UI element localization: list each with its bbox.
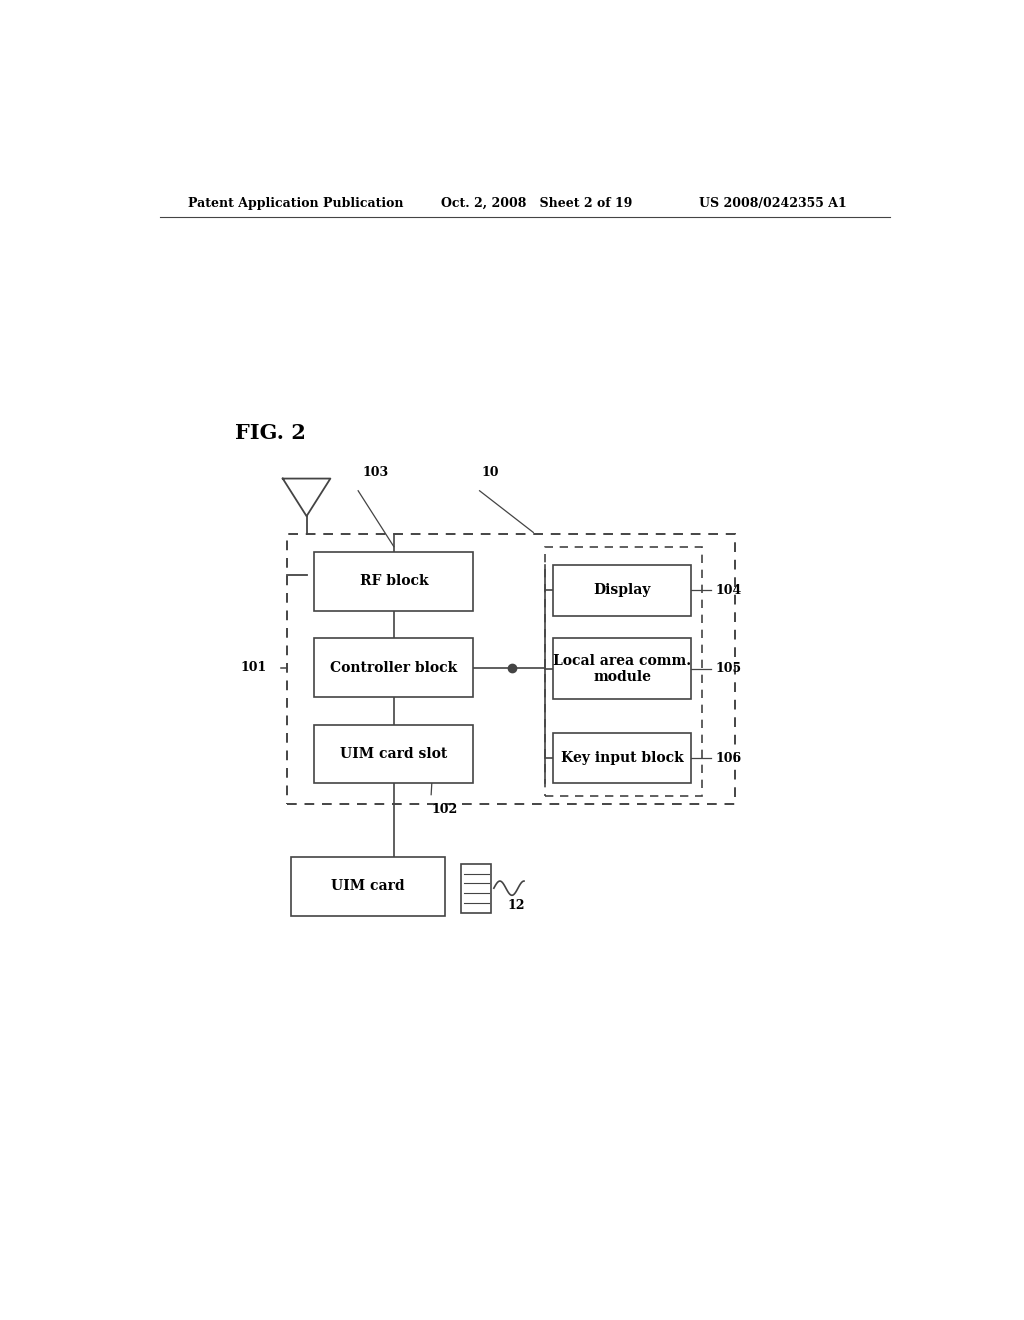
Text: Display: Display bbox=[593, 583, 651, 598]
Text: Key input block: Key input block bbox=[561, 751, 683, 766]
Text: 103: 103 bbox=[362, 466, 388, 479]
Text: UIM card slot: UIM card slot bbox=[340, 747, 447, 762]
Bar bbox=[553, 638, 691, 700]
Text: UIM card: UIM card bbox=[331, 879, 404, 894]
Bar bbox=[314, 552, 473, 611]
Text: Local area comm.
module: Local area comm. module bbox=[553, 653, 691, 684]
Bar bbox=[287, 535, 735, 804]
Text: Patent Application Publication: Patent Application Publication bbox=[187, 197, 403, 210]
Text: US 2008/0242355 A1: US 2008/0242355 A1 bbox=[699, 197, 847, 210]
Text: 105: 105 bbox=[715, 663, 741, 675]
Bar bbox=[553, 733, 691, 784]
Text: RF block: RF block bbox=[359, 574, 428, 589]
Text: FIG. 2: FIG. 2 bbox=[236, 422, 306, 442]
Text: 10: 10 bbox=[481, 466, 499, 479]
Bar bbox=[314, 725, 473, 784]
Bar bbox=[291, 857, 445, 916]
Text: 12: 12 bbox=[507, 899, 525, 912]
Text: Controller block: Controller block bbox=[330, 660, 458, 675]
Text: 101: 101 bbox=[241, 661, 267, 675]
Bar bbox=[461, 863, 492, 912]
Bar bbox=[553, 565, 691, 615]
Text: 106: 106 bbox=[715, 751, 741, 764]
Text: Oct. 2, 2008   Sheet 2 of 19: Oct. 2, 2008 Sheet 2 of 19 bbox=[441, 197, 633, 210]
Text: 104: 104 bbox=[715, 583, 741, 597]
Bar bbox=[545, 546, 701, 796]
Bar bbox=[314, 638, 473, 697]
Text: 102: 102 bbox=[431, 803, 458, 816]
